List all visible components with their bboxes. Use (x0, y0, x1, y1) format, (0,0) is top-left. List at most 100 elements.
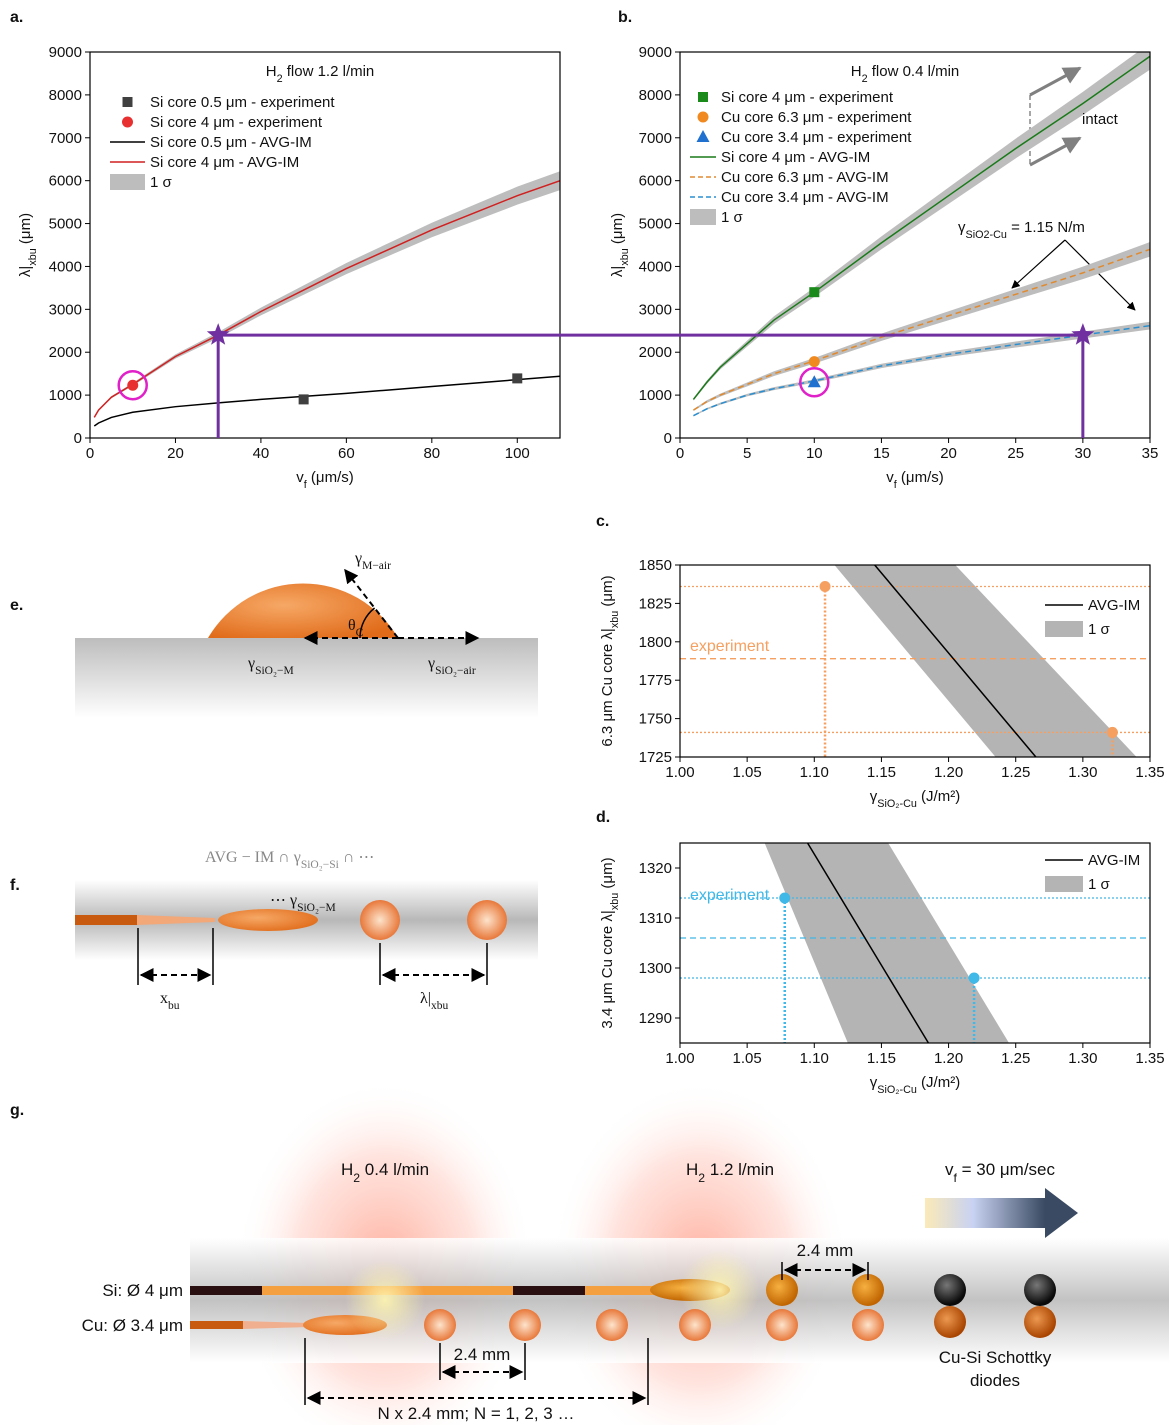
text-part: SiO₂−M (297, 902, 336, 914)
text-part: (μm/s) (897, 469, 944, 486)
panel-label: b. (618, 9, 632, 26)
experiment-label: experiment (690, 887, 770, 904)
text-part: γ (354, 550, 362, 567)
text-part: x (160, 990, 168, 1007)
label: θC (348, 617, 364, 639)
text-part: xbu (619, 248, 631, 265)
text-part: 2 (277, 73, 283, 85)
y-tick-label: 1310 (639, 910, 672, 927)
legend-label: 1 σ (1088, 621, 1111, 638)
x-tick-label: 5 (743, 445, 751, 462)
marker (698, 92, 708, 102)
panel-label: e. (10, 597, 23, 614)
sigma-band (94, 171, 560, 418)
sigma-band (834, 565, 1137, 757)
text-part: H (266, 63, 277, 80)
text-part: xbu (609, 611, 621, 628)
arrow (344, 568, 399, 639)
droplet (208, 583, 398, 638)
y-tick-label: 0 (664, 430, 672, 447)
text-part: ∩ ⋯ (339, 849, 375, 866)
angle-arc (359, 607, 376, 639)
text-part: γ (427, 655, 435, 672)
text-part: 2 (353, 1171, 360, 1185)
x-tick-label: 0 (676, 445, 684, 462)
label: γM−air (354, 550, 391, 572)
x-tick-label: 1.05 (733, 764, 762, 781)
y-tick-label: 1290 (639, 1010, 672, 1027)
cu-sphere (852, 1309, 884, 1341)
marker (1106, 726, 1118, 738)
label: 2.4 mm (454, 1345, 511, 1364)
x-tick-label: 1.25 (1001, 764, 1030, 781)
marker (807, 375, 821, 388)
legend-label: AVG-IM (1088, 852, 1140, 869)
highlight-circle (799, 366, 830, 398)
cu-sphere (509, 1309, 541, 1341)
y-tick-label: 1775 (639, 672, 672, 689)
cu-wire (243, 1321, 310, 1329)
sigma-band (693, 241, 1150, 411)
text-part: (μm) (17, 213, 34, 248)
sigma-band (693, 52, 1150, 401)
star (206, 323, 230, 345)
y-tick-label: 1750 (639, 711, 672, 728)
brackets (304, 1262, 869, 1405)
y-tick-label: 9000 (639, 44, 672, 61)
sigma-band (693, 321, 1150, 417)
x-tick-label: 1.25 (1001, 1050, 1030, 1067)
text-part: (J/m²) (917, 788, 960, 805)
plot-area (93, 171, 560, 427)
legend-label: 1 σ (150, 174, 173, 191)
x-axis-label: γSiO₂-Cu (J/m²) (870, 1074, 960, 1096)
marker (819, 581, 831, 593)
text-part: λ| (609, 266, 626, 277)
legend-swatch (110, 174, 145, 190)
x-tick-label: 20 (167, 445, 184, 462)
legend-label: Cu core 6.3 μm - experiment (721, 109, 912, 126)
legend-label: Cu core 3.4 μm - AVG-IM (721, 189, 889, 206)
panel-e: e. γM−air θC γSiO₂−M γSiO₂−air (10, 550, 538, 718)
sphere (467, 900, 507, 940)
legend-label: Cu core 3.4 μm - experiment (721, 129, 912, 146)
plot-frame (679, 842, 1151, 1044)
avg-im-line (93, 179, 560, 418)
avg-im-line (874, 565, 1037, 757)
label: vf = 30 μm/sec (945, 1160, 1056, 1185)
x-tick-label: 1.10 (800, 1050, 829, 1067)
panel-f: f. AVG − IM ∩ γSiO₂−Si ∩ ⋯ ⋯ γSiO₂−M xbu… (10, 849, 538, 1012)
brackets (137, 928, 488, 985)
text-part: f (894, 479, 898, 491)
cu-sphere (766, 1309, 798, 1341)
y-tick-label: 5000 (49, 216, 82, 233)
legend-label: Si core 4 μm - experiment (150, 114, 323, 131)
cu-sphere (424, 1309, 456, 1341)
marker (697, 111, 709, 123)
cu-sphere (596, 1309, 628, 1341)
text-part: f (953, 1171, 957, 1185)
x-tick-label: 100 (505, 445, 530, 462)
marker (122, 97, 133, 107)
y-tick-label: 1300 (639, 960, 672, 977)
x-tick-label: 0 (86, 445, 94, 462)
y-tick-label: 1000 (639, 387, 672, 404)
wire-neck (137, 915, 215, 925)
marker (968, 972, 980, 984)
plot-frame (89, 51, 561, 439)
si-sphere (852, 1274, 884, 1306)
text-part: (μm) (599, 575, 616, 610)
text-part: 2 (862, 73, 868, 85)
plot-frame (679, 564, 1151, 758)
legend-label: AVG-IM (1088, 597, 1140, 614)
sphere (360, 900, 400, 940)
y-tick-label: 4000 (49, 258, 82, 275)
text-part: 2 (698, 1171, 705, 1185)
y-tick-label: 1850 (639, 557, 672, 574)
legend-swatch (1045, 876, 1083, 892)
plot-area (680, 843, 1150, 1043)
text-part: SiO₂−Si (301, 859, 339, 871)
cu-sphere (934, 1306, 966, 1338)
y-tick-label: 4000 (639, 258, 672, 275)
spark (345, 1260, 425, 1340)
x-tick-label: 40 (253, 445, 270, 462)
